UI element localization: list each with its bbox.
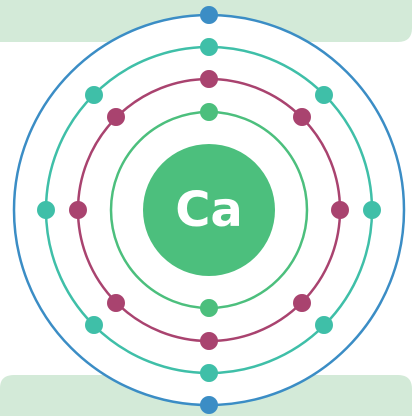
electron — [200, 364, 218, 382]
electron — [37, 201, 55, 219]
electron — [200, 396, 218, 414]
electron — [331, 201, 349, 219]
electron — [85, 316, 103, 334]
electron — [69, 201, 87, 219]
electron — [293, 108, 311, 126]
electron — [363, 201, 381, 219]
electron — [107, 294, 125, 312]
atom-diagram: Ca — [0, 0, 412, 416]
electron — [315, 316, 333, 334]
electron — [200, 103, 218, 121]
electron — [85, 86, 103, 104]
element-symbol: Ca — [175, 182, 243, 238]
electron — [200, 38, 218, 56]
electron — [315, 86, 333, 104]
electron — [200, 332, 218, 350]
electron — [200, 299, 218, 317]
electron — [200, 70, 218, 88]
electron — [293, 294, 311, 312]
electron — [200, 6, 218, 24]
electron — [107, 108, 125, 126]
